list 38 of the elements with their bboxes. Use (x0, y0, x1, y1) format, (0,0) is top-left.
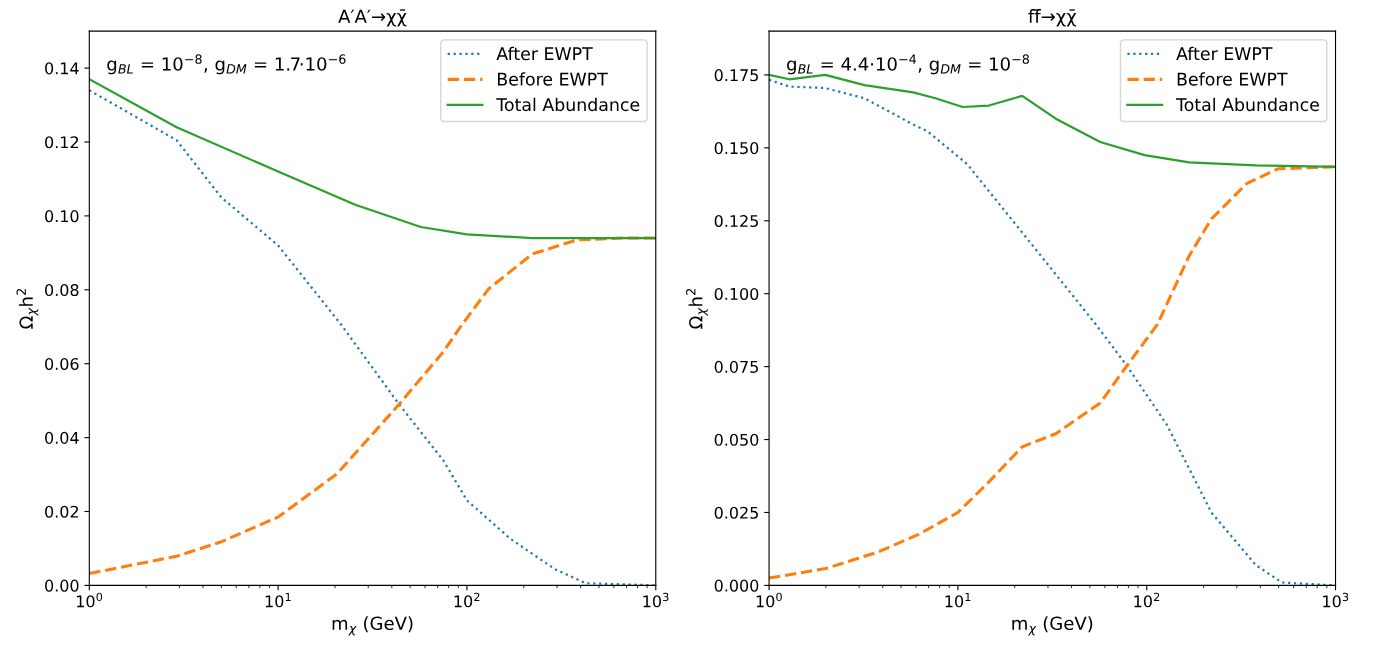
y-tick-label: 0.125 (714, 214, 758, 228)
y-tick-label: 0.04 (45, 431, 79, 444)
x-tick-label: 10$^{3}$ (1323, 592, 1349, 608)
y-tick-label: 0.00 (45, 579, 79, 592)
y-tick-label: 0.150 (714, 142, 759, 155)
x-tick-label: 10$^{0}$ (756, 592, 782, 608)
legend-label: After EWPT (1176, 46, 1273, 61)
legend-label: Total Abundance (496, 97, 640, 112)
y-tick-label: 0.025 (714, 506, 758, 519)
y-tick-label: 0.14 (45, 62, 79, 75)
x-tick-label: 10$^{2}$ (1134, 592, 1160, 608)
y-tick-label: 0.075 (714, 360, 758, 373)
y-tick-label: 0.06 (45, 357, 79, 370)
y-tick-label: 0.12 (45, 136, 78, 149)
y-tick-label: 0.100 (714, 287, 759, 300)
x-tick-label: 10$^{1}$ (945, 592, 971, 608)
annotation: g$_{BL}$ = 4.4·10$^{−4}$, g$_{DM}$ = 10$^{−8}$ (787, 54, 1029, 75)
chart-title: ff̄→χχ̄ (1028, 9, 1077, 27)
legend-label: Before EWPT (1177, 72, 1288, 86)
legend-label: Before EWPT (498, 72, 608, 86)
y-tick-label: 0.10 (45, 210, 79, 223)
x-axis-title: m$_{χ}$ (GeV) (1012, 616, 1093, 636)
x-tick-label: 10$^{1}$ (265, 592, 291, 608)
legend-label: After EWPT (496, 46, 593, 61)
y-axis-title: Ω$_{χ}$h$^{2}$ (16, 289, 39, 329)
annotation: g$_{BL}$ = 10$^{−8}$, g$_{DM}$ = 1.7·10$^{−6}$ (107, 54, 346, 75)
y-tick-label: 0.08 (45, 284, 79, 297)
chart-title: A′A′→χχ̄ (338, 9, 407, 27)
x-tick-label: 10$^{2}$ (454, 592, 480, 608)
y-tick-label: 0.000 (714, 579, 759, 592)
y-tick-label: 0.02 (45, 505, 78, 518)
x-tick-label: 10$^{3}$ (643, 592, 669, 608)
legend-label: Total Abundance (1176, 97, 1319, 112)
x-axis-title: m$_{χ}$ (GeV) (332, 616, 413, 636)
x-tick-label: 10$^{0}$ (77, 592, 103, 608)
y-axis-title: Ω$_{χ}$h$^{2}$ (686, 289, 708, 329)
y-tick-label: 0.175 (714, 69, 758, 82)
y-tick-label: 0.050 (714, 433, 759, 446)
